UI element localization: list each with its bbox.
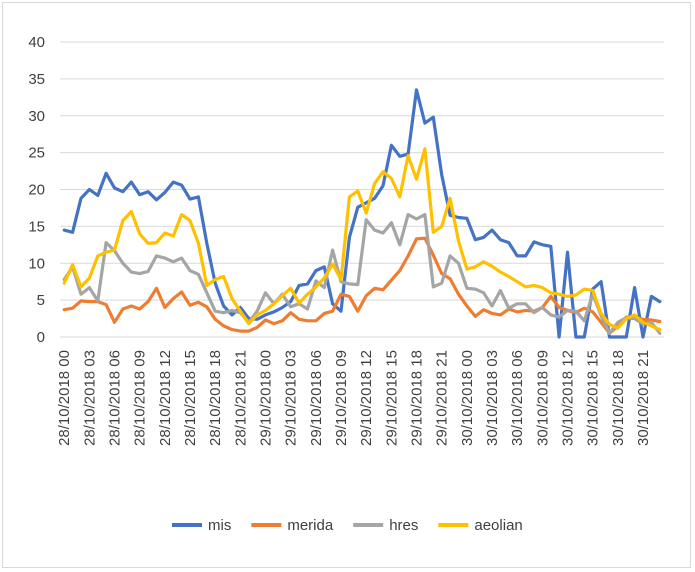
legend-label-hres: hres	[389, 517, 418, 534]
x-tick-label: 30/10/2018 15	[585, 350, 602, 446]
x-tick-label: 30/10/2018 09	[534, 350, 551, 446]
x-tick-label: 30/10/2018 03	[484, 350, 501, 446]
y-tick-label: 35	[28, 71, 45, 88]
legend-item-merida: merida	[251, 517, 334, 534]
legend-item-mis: mis	[172, 517, 231, 534]
x-tick-label: 29/10/2018 21	[434, 350, 451, 446]
x-tick-label: 29/10/2018 06	[308, 350, 325, 446]
y-axis-tick-labels: 0 5 10 15 20 25 30 35 40	[28, 34, 45, 346]
legend-item-aeolian: aeolian	[438, 517, 523, 534]
y-tick-label: 5	[37, 292, 45, 309]
x-tick-label: 28/10/2018 09	[132, 350, 149, 446]
series-line-aeolian	[62, 147, 662, 332]
x-tick-label: 29/10/2018 15	[383, 350, 400, 446]
x-tick-label: 30/10/2018 12	[560, 350, 577, 446]
legend: mis merida hres aeolian	[172, 517, 523, 534]
series-line-hres	[62, 213, 662, 335]
series-lines	[62, 88, 662, 339]
legend-label-mis: mis	[208, 517, 231, 534]
x-tick-label: 28/10/2018 00	[56, 350, 73, 446]
y-tick-label: 10	[28, 255, 45, 272]
y-tick-label: 15	[28, 218, 45, 235]
x-axis-tick-labels: 28/10/2018 00 28/10/2018 03 28/10/2018 06 2…	[56, 350, 652, 446]
x-tick-label: 29/10/2018 18	[409, 350, 426, 446]
x-tick-label: 30/10/2018 18	[610, 350, 627, 446]
gridlines	[60, 41, 664, 338]
y-tick-label: 20	[28, 182, 45, 199]
y-tick-label: 30	[28, 108, 45, 125]
series-line-merida	[62, 236, 662, 335]
x-tick-label: 28/10/2018 15	[182, 350, 199, 446]
y-tick-label: 0	[37, 329, 45, 346]
x-tick-label: 30/10/2018 21	[635, 350, 652, 446]
x-tick-label: 29/10/2018 12	[358, 350, 375, 446]
x-tick-label: 29/10/2018 03	[283, 350, 300, 446]
x-tick-label: 28/10/2018 18	[207, 350, 224, 446]
legend-label-merida: merida	[287, 517, 334, 534]
y-tick-label: 40	[28, 34, 45, 51]
legend-item-hres: hres	[353, 517, 418, 534]
y-tick-label: 25	[28, 145, 45, 162]
x-tick-label: 30/10/2018 06	[509, 350, 526, 446]
legend-label-aeolian: aeolian	[474, 517, 522, 534]
x-tick-label: 30/10/2018 00	[459, 350, 476, 446]
x-tick-label: 28/10/2018 12	[157, 350, 174, 446]
x-tick-label: 28/10/2018 21	[232, 350, 249, 446]
x-tick-label: 28/10/2018 06	[107, 350, 124, 446]
x-tick-label: 29/10/2018 00	[258, 350, 275, 446]
x-tick-label: 29/10/2018 09	[333, 350, 350, 446]
x-tick-label: 28/10/2018 03	[81, 350, 98, 446]
